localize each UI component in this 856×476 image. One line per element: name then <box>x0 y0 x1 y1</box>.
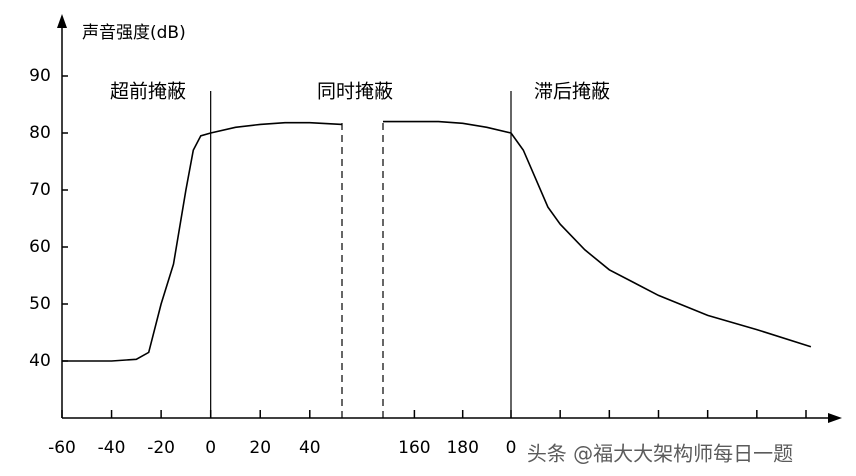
x-tick-label: 160 <box>398 438 430 458</box>
region-label: 同时掩蔽 <box>317 81 393 103</box>
y-tick-label: 60 <box>29 237 51 257</box>
y-tick-label: 40 <box>29 351 51 371</box>
curve <box>62 121 343 362</box>
x-tick-label: 20 <box>249 438 271 458</box>
x-axis-arrow <box>828 413 842 423</box>
y-tick-label: 50 <box>29 294 51 314</box>
y-tick-label: 70 <box>29 180 51 200</box>
x-tick-label: -60 <box>48 438 76 458</box>
region-label: 滞后掩蔽 <box>534 81 610 103</box>
y-axis-arrow <box>57 14 67 28</box>
curve <box>383 120 512 134</box>
y-tick-label: 90 <box>29 66 51 86</box>
y-tick-label: 80 <box>29 123 51 143</box>
x-tick-label: 0 <box>506 438 517 458</box>
x-tick-label: -40 <box>98 438 126 458</box>
region-label: 超前掩蔽 <box>110 81 186 103</box>
watermark: 头条 @福大大架构师每日一题 <box>527 442 793 466</box>
x-tick-label: 180 <box>446 438 478 458</box>
curve <box>510 132 812 348</box>
x-tick-label: -20 <box>147 438 175 458</box>
x-tick-label: 0 <box>205 438 216 458</box>
x-tick-label: 40 <box>299 438 321 458</box>
y-axis-label: 声音强度(dB) <box>82 23 186 43</box>
